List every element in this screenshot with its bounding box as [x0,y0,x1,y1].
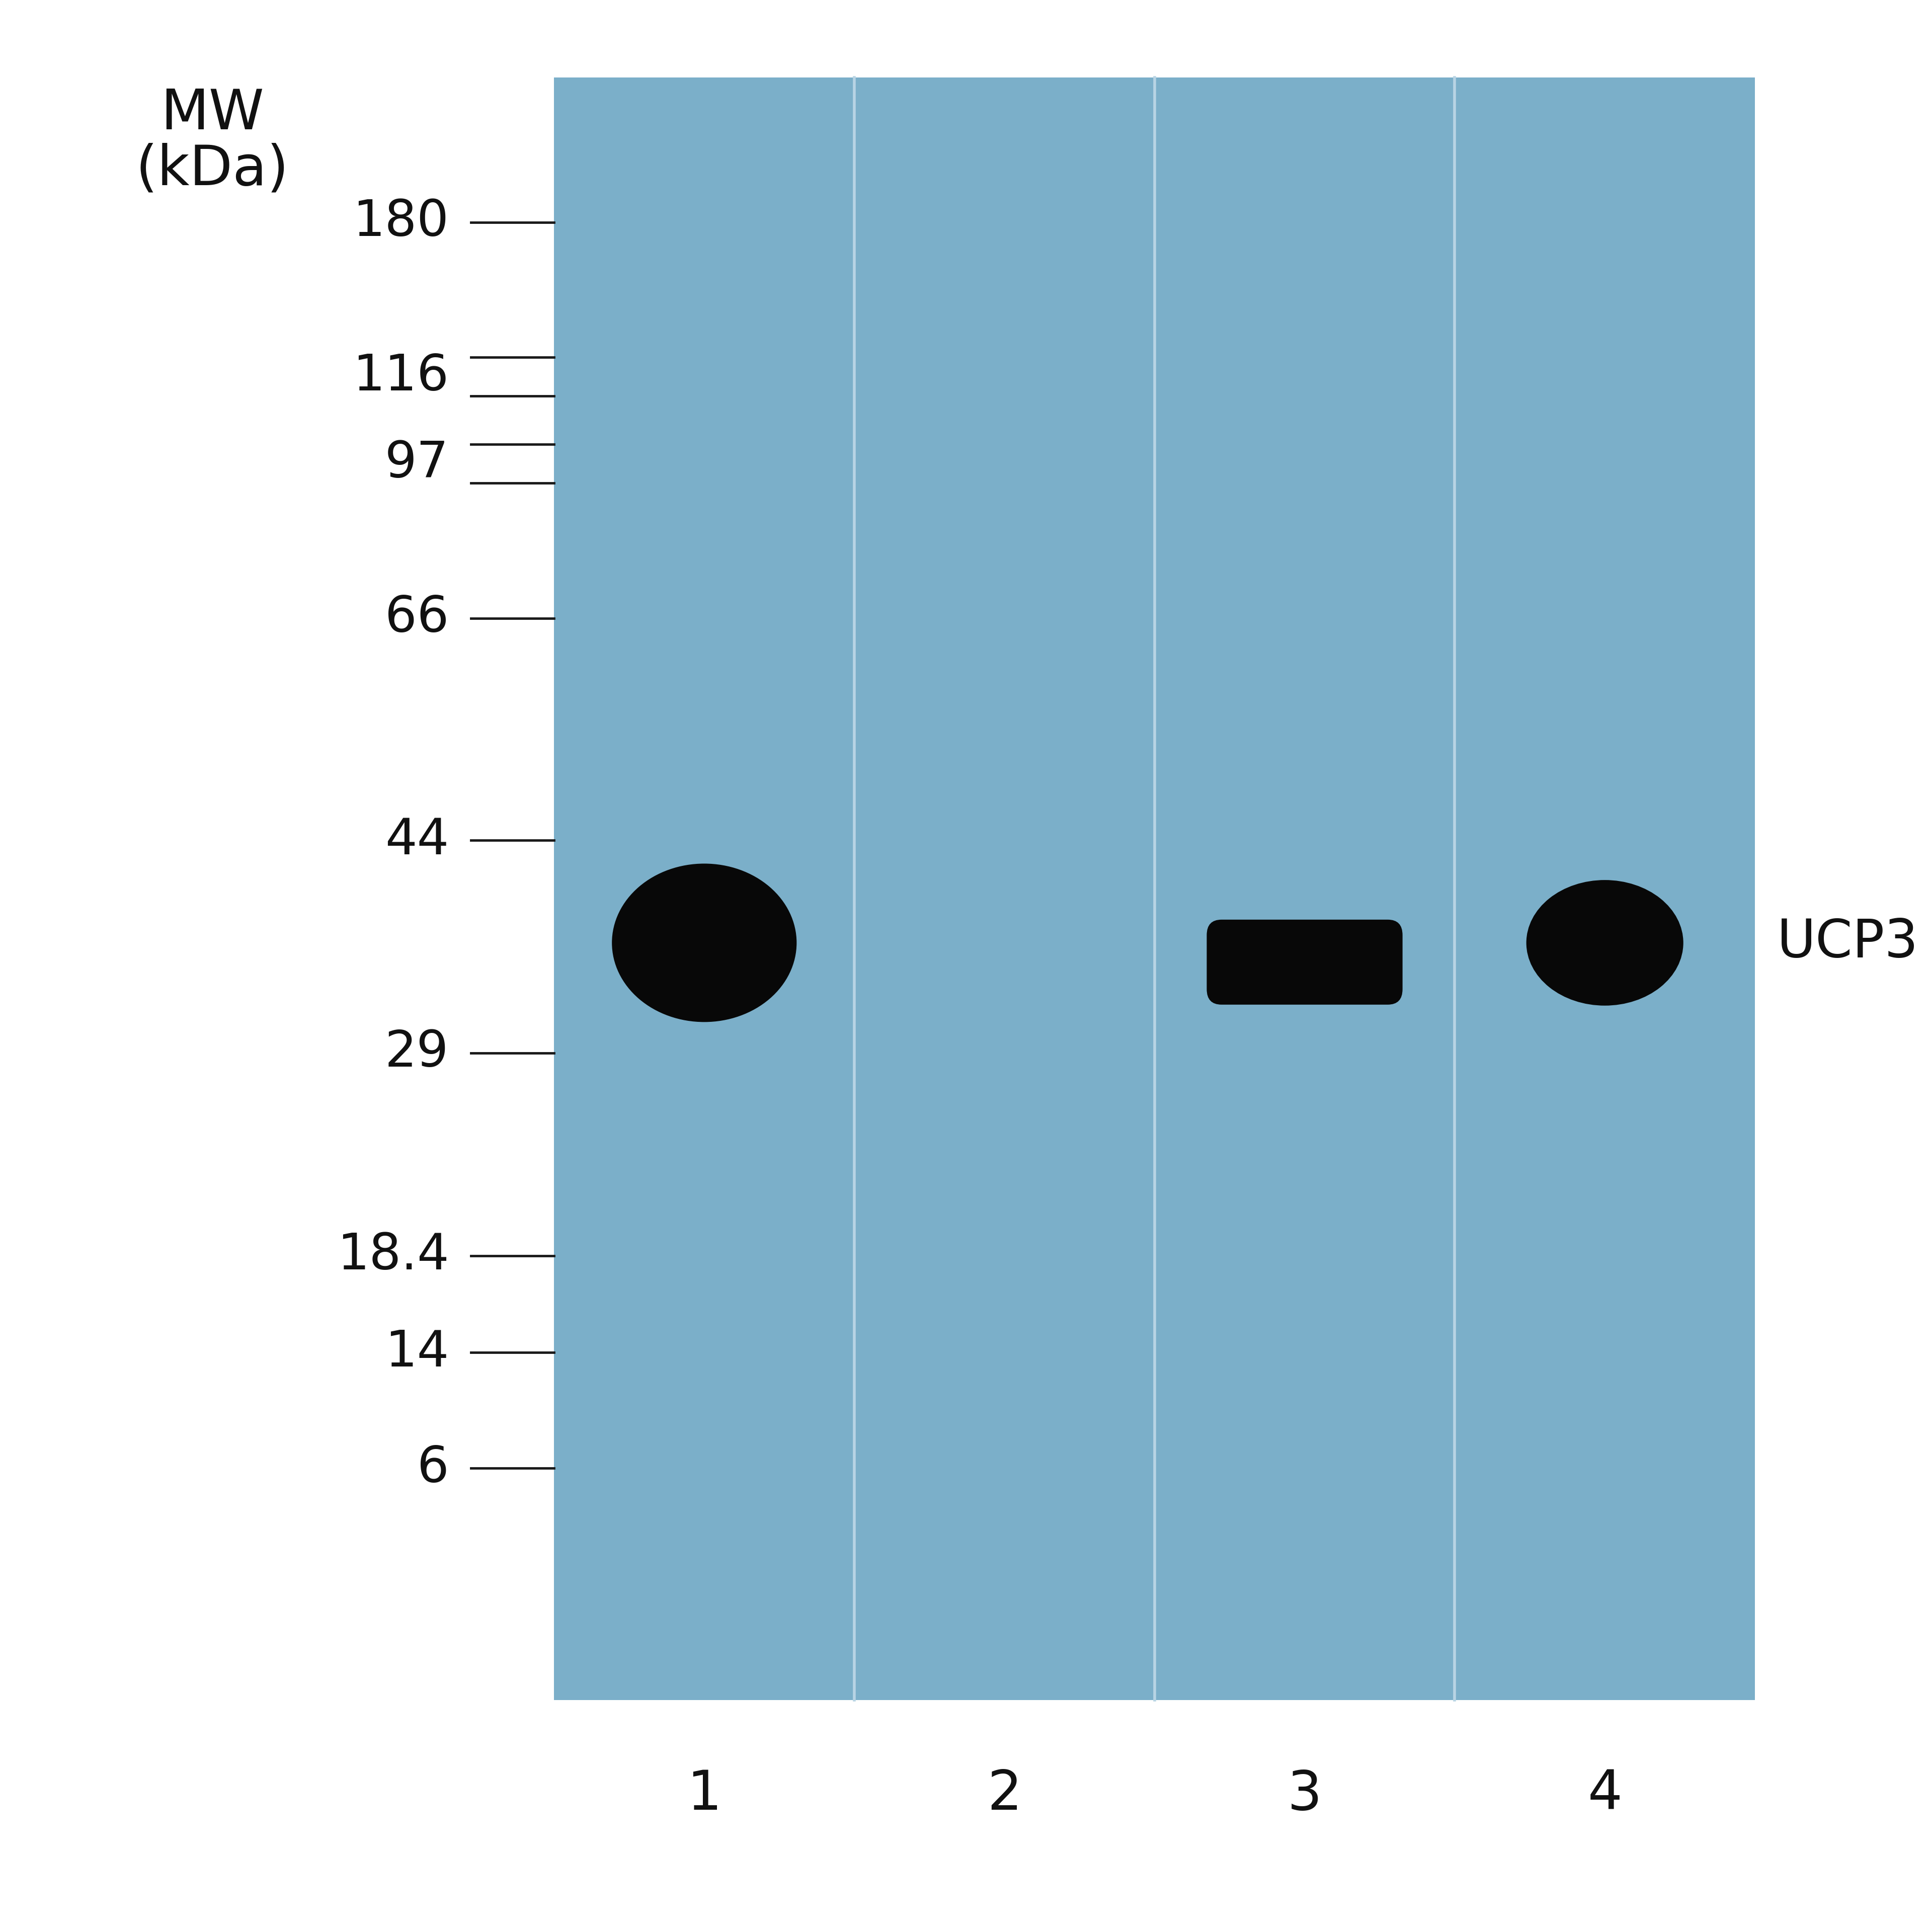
Text: 1: 1 [688,1768,723,1822]
FancyBboxPatch shape [554,77,1754,1700]
Text: 6: 6 [417,1443,448,1493]
Text: 44: 44 [384,815,448,866]
Text: 116: 116 [354,352,448,402]
Text: 4: 4 [1588,1768,1623,1822]
Text: MW
(kDa): MW (kDa) [135,87,290,197]
Text: 66: 66 [384,593,448,643]
Text: 29: 29 [384,1028,448,1078]
Text: 180: 180 [354,197,448,247]
Text: 14: 14 [384,1327,448,1378]
Text: 18.4: 18.4 [336,1231,448,1281]
Text: UCP3: UCP3 [1777,918,1918,968]
FancyBboxPatch shape [1208,920,1403,1005]
Text: 97: 97 [384,439,448,489]
Ellipse shape [612,864,796,1022]
Ellipse shape [1526,881,1683,1005]
Text: 2: 2 [987,1768,1022,1822]
Text: 3: 3 [1287,1768,1321,1822]
